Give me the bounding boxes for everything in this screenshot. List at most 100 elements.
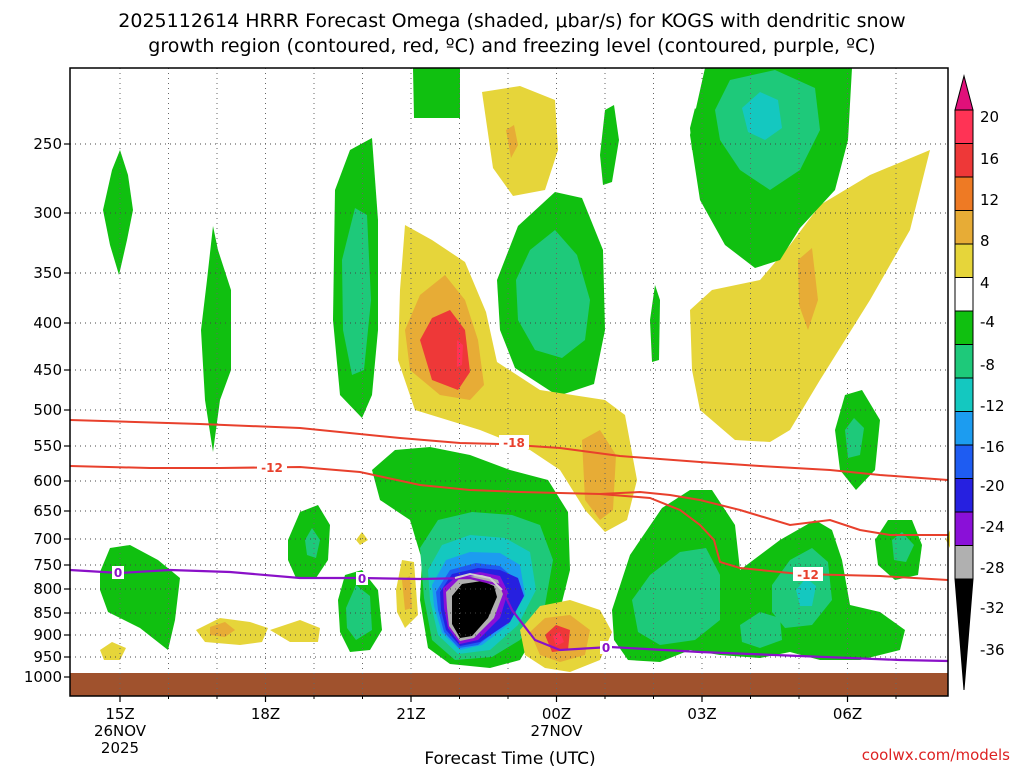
omega-blob <box>420 310 470 390</box>
colorbar-swatch <box>954 210 974 245</box>
y-tick-label: 750 <box>33 556 62 574</box>
omega-blob <box>305 528 320 558</box>
colorbar-label: -16 <box>980 438 1005 456</box>
omega-blob <box>103 150 133 275</box>
purple-contour-line <box>454 572 503 591</box>
colorbar-label: 12 <box>980 191 999 209</box>
omega-blob <box>210 622 235 637</box>
y-tick-label: 1000 <box>24 668 62 686</box>
colorbar-label: -20 <box>980 477 1005 495</box>
omega-blob <box>452 581 497 638</box>
plot-border <box>69 67 949 697</box>
omega-blob <box>482 86 558 196</box>
red-contour-line <box>599 490 948 536</box>
y-tick-label: 950 <box>33 648 62 666</box>
y-tick-label: 500 <box>33 401 62 419</box>
title-line-1: 2025112614 HRRR Forecast Omega (shaded, … <box>118 10 905 32</box>
purple-label-bg <box>600 641 612 654</box>
colorbar-label: -4 <box>980 313 995 331</box>
colorbar-label: -36 <box>980 641 1005 659</box>
colorbar-label: -32 <box>980 599 1005 617</box>
y-tick-label: 350 <box>33 264 62 282</box>
colorbar-swatch <box>954 344 974 379</box>
omega-blob <box>506 125 518 158</box>
y-tick-label: 800 <box>33 580 62 598</box>
omega-blob <box>742 92 782 140</box>
colorbar-label: 4 <box>980 274 990 292</box>
red-label-bg <box>793 567 823 581</box>
x-tick-label: 00Z <box>542 705 571 723</box>
colorbar-label: -12 <box>980 397 1005 415</box>
y-tick-label: 900 <box>33 626 62 644</box>
colorbar-swatch <box>954 411 974 446</box>
colorbar-swatch <box>954 243 974 278</box>
red-contour-label: -12 <box>261 461 283 475</box>
x-tick-label: 18Z <box>251 705 280 723</box>
y-tick-label: 600 <box>33 472 62 490</box>
colorbar-swatch <box>954 478 974 513</box>
colorbar-swatch <box>954 176 974 211</box>
omega-blob <box>270 620 320 642</box>
colorbar-label: -28 <box>980 559 1005 577</box>
omega-blob <box>796 578 816 606</box>
colorbar-label: -8 <box>980 356 995 374</box>
y-tick-label: 550 <box>33 437 62 455</box>
colorbar-label: -24 <box>980 518 1005 536</box>
x-axis-label: Forecast Time (UTC) <box>424 749 595 768</box>
x-tick-label: 26NOV <box>94 722 147 740</box>
purple-contour-label: 0 <box>602 641 610 655</box>
x-tick-label: 03Z <box>687 705 716 723</box>
colorbar-swatch <box>954 143 974 178</box>
y-tick-label: 850 <box>33 604 62 622</box>
colorbar-bottom-arrow <box>954 578 974 691</box>
y-axis-ticks: 250 300 350 400 450 500 550 600 650 700 750 800 850 9… <box>24 135 70 686</box>
x-tick-label: 2025 <box>101 739 139 757</box>
omega-blob <box>516 230 590 358</box>
y-tick-label: 250 <box>33 135 62 153</box>
temperature-contours: -18 -12 -12 0 0 0 <box>69 419 949 663</box>
red-label-bg <box>499 435 529 449</box>
purple-contour-label: 0 <box>358 572 366 586</box>
plot-frame <box>69 67 949 697</box>
x-tick-label: 06Z <box>833 705 862 723</box>
y-tick-label: 700 <box>33 530 62 548</box>
purple-contour-label: 0 <box>114 566 122 580</box>
colorbar-swatch <box>954 277 974 312</box>
chart-title: 2025112614 HRRR Forecast Omega (shaded, … <box>118 10 905 57</box>
omega-blob <box>845 418 864 458</box>
omega-blob <box>690 108 702 150</box>
colorbar-swatch <box>954 377 974 412</box>
colorbar-top-arrow <box>954 74 974 111</box>
colorbar-label: 16 <box>980 150 999 168</box>
y-tick-label: 650 <box>33 502 62 520</box>
purple-label-bg <box>356 572 368 585</box>
x-tick-label: 21Z <box>396 705 425 723</box>
red-contour-line <box>69 419 949 481</box>
colorbar: 20 16 12 8 4 -4 -8 -12 -16 -20 -24 -28 -32 -36 <box>954 74 1005 691</box>
purple-contour-line <box>69 568 949 663</box>
credit-text: coolwx.com/models <box>862 746 1010 764</box>
omega-blob <box>892 532 914 562</box>
ground-strip <box>70 673 948 696</box>
ground-layer <box>70 673 948 696</box>
red-label-bg <box>257 460 287 474</box>
colorbar-swatch <box>954 511 974 546</box>
omega-blob <box>100 642 126 660</box>
title-line-2: growth region (contoured, red, ºC) and f… <box>148 35 875 57</box>
omega-blob <box>413 68 460 118</box>
x-tick-label: 27NOV <box>530 722 583 740</box>
red-contour-label: -12 <box>797 568 819 582</box>
omega-blob <box>632 548 720 645</box>
omega-blob <box>342 208 371 375</box>
colorbar-swatch <box>954 310 974 345</box>
omega-blob <box>600 105 619 185</box>
omega-blob <box>402 576 412 610</box>
colorbar-swatch <box>954 545 974 580</box>
y-tick-label: 400 <box>33 314 62 332</box>
omega-blob <box>201 226 231 452</box>
x-tick-label: 15Z <box>105 705 134 723</box>
colorbar-swatch <box>954 444 974 479</box>
purple-label-bg <box>112 566 124 579</box>
red-contour-label: -18 <box>503 436 525 450</box>
